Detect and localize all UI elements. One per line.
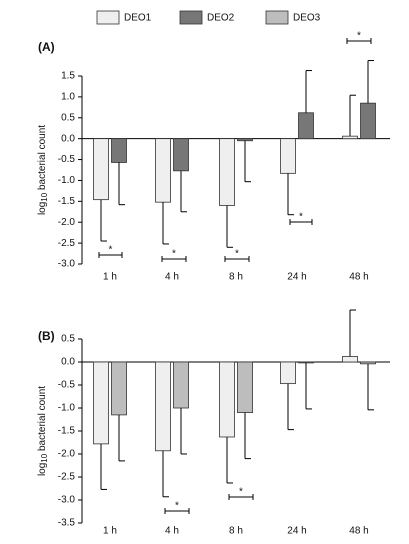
bar [93,138,109,201]
sig-label: * [235,249,239,260]
y-tick-label: -3.5 [58,518,76,529]
sig-label: * [109,245,113,256]
y-tick-label: 1.0 [61,92,75,103]
bar [298,112,314,140]
y-label-base: log [37,463,48,476]
x-tick-label: 1 h [103,272,117,283]
y-tick-label: -1.5 [58,196,76,207]
panel-title: (B) [38,329,55,343]
bar [342,135,358,140]
y-tick-label: -3.0 [58,259,76,270]
y-tick-label: -2.0 [58,217,76,228]
sig-label: * [172,249,176,260]
bar [237,138,253,142]
x-tick-label: 4 h [165,272,179,283]
bar [360,361,376,365]
y-tick-label: 0.5 [61,112,75,123]
legend-swatch [96,10,120,25]
x-tick-label: 24 h [287,526,306,537]
y-tick-label: -1.0 [58,175,76,186]
bar [111,361,127,416]
legend-label: DEO2 [207,13,235,24]
x-tick-label: 24 h [287,272,306,283]
y-tick-label: -2.0 [58,449,76,460]
legend-swatch [179,10,203,25]
y-tick-label: -2.5 [58,472,76,483]
y-label-rest: bacterial count [37,386,48,454]
x-tick-label: 8 h [229,526,243,537]
bar [237,361,253,413]
bar [280,138,296,174]
legend-label: DEO3 [293,13,321,24]
sig-label: * [357,31,361,42]
x-tick-label: 48 h [349,272,368,283]
bar [219,138,235,206]
sig-label: * [299,212,303,223]
y-tick-label: -0.5 [58,154,76,165]
x-tick-label: 1 h [103,526,117,537]
bar [173,361,189,409]
y-label-rest: bacterial count [37,125,48,193]
sig-label: * [239,487,243,498]
legend-label: DEO1 [124,13,152,24]
bar [298,361,314,364]
y-tick-label: 0.0 [61,357,75,368]
y-label-subscript: 10 [40,192,49,201]
sig-label: * [175,501,179,512]
y-label-base: log [37,202,48,215]
x-tick-label: 8 h [229,272,243,283]
y-tick-label: -0.5 [58,380,76,391]
bar [280,361,296,385]
y-tick-label: 0.0 [61,133,75,144]
y-tick-label: -1.0 [58,403,76,414]
y-tick-label: 0.5 [61,334,75,345]
y-tick-label: 1.5 [61,71,75,82]
panel-title: (A) [38,40,55,54]
bar [155,361,171,452]
x-tick-label: 4 h [165,526,179,537]
legend-swatch [265,10,289,25]
y-tick-label: -2.5 [58,238,76,249]
y-label-subscript: 10 [40,453,49,462]
bar [342,356,358,363]
y-axis-label: log10 bacterial count [37,386,49,476]
x-tick-label: 48 h [349,526,368,537]
bar [111,138,127,163]
bar [360,102,376,140]
bar [155,138,171,203]
y-axis-label: log10 bacterial count [37,125,49,215]
y-tick-label: -1.5 [58,426,76,437]
bar [219,361,235,438]
bar [93,361,109,445]
bar [173,138,189,172]
y-tick-label: -3.0 [58,495,76,506]
